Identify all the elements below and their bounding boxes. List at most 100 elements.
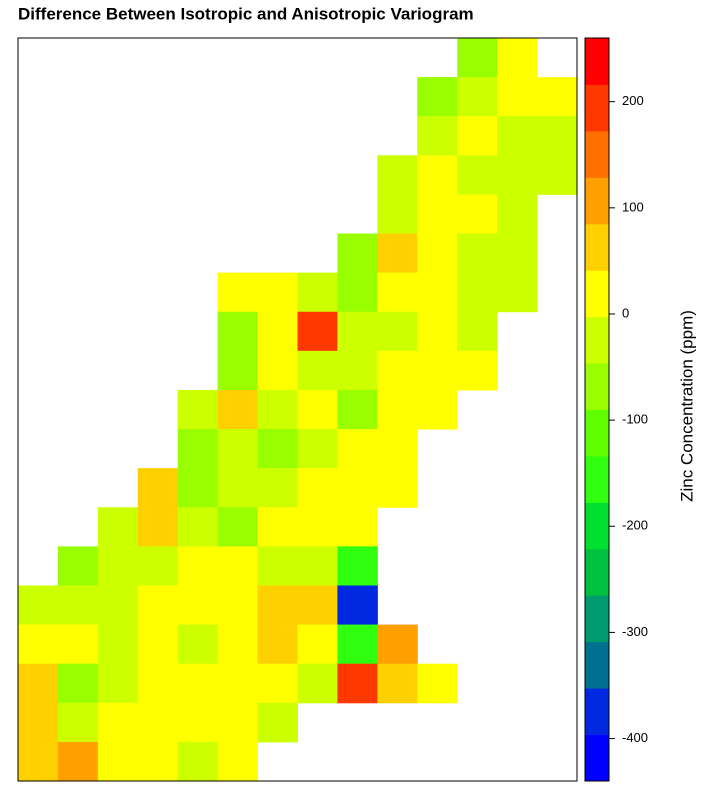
colorbar-label: Zinc Concentration (ppm) [677,310,696,502]
raster-cell [497,155,538,195]
colorbar-tick-label: -400 [622,730,648,745]
raster-cell [257,429,298,469]
raster-cell [257,311,298,352]
raster-cell [97,741,139,782]
raster-cell [337,429,378,469]
raster-cell [377,389,418,430]
raster-cell [497,38,538,78]
raster-cell [377,429,418,469]
colorbar-tick-label: -100 [622,412,648,427]
raster-cell [377,272,418,313]
raster-cell [457,194,498,235]
raster-cell [257,350,298,391]
raster-cell [337,350,378,391]
raster-cell [377,624,418,665]
colorbar-tick-label: 0 [622,305,629,320]
raster-cell [457,272,498,313]
raster-cell [377,194,418,235]
raster-cell [137,546,179,586]
raster-cell [377,468,418,508]
raster-cell [297,272,338,313]
raster-cell [377,233,418,274]
raster-cell [297,624,338,665]
raster-cell [377,155,418,195]
raster-cell [537,77,578,117]
raster-cell [217,468,259,508]
raster-cell [217,663,259,704]
raster-cell [377,350,418,391]
raster-cell [457,311,498,352]
raster-cell [337,585,378,626]
raster-cell [177,624,219,665]
raster-cell [417,77,458,117]
raster-cell [177,468,219,508]
raster-cell [217,585,259,626]
raster-cell [297,429,338,469]
raster-cell [417,272,458,313]
raster-cell [297,507,338,547]
colorbar-bin [585,734,609,782]
raster-cell [457,77,498,117]
raster-cell [417,194,458,235]
colorbar-bin [585,363,609,410]
raster-cell [57,663,99,704]
raster-cell [177,741,219,782]
raster-cell [297,546,338,586]
colorbar-bin [585,502,609,550]
raster-cell [497,77,538,117]
raster-cell [297,311,338,352]
raster-cell [497,233,538,274]
raster-cell [537,116,578,156]
plot-frame [17,37,578,782]
colorbar-tick-label: 100 [622,199,644,214]
raster-cell [417,116,458,156]
raster-cell [257,507,298,547]
raster-cell [57,546,99,586]
colorbar-bin [585,548,609,596]
raster-cell [177,702,219,743]
colorbar-bin [585,270,609,318]
raster-cell [537,155,578,195]
raster-cell [417,233,458,274]
raster-cell [417,350,458,391]
raster-cell [137,507,179,547]
raster-cell [97,585,139,626]
colorbar-tick-label: -300 [622,624,648,639]
raster-cell [297,468,338,508]
raster-cell [137,663,179,704]
raster-cell [137,624,179,665]
colorbar-bin [585,688,609,736]
raster-cell [217,389,259,430]
raster-cell [457,38,498,78]
raster-cell [217,311,259,352]
raster-cell [18,624,59,665]
raster-cell [217,507,259,547]
raster-cell [417,155,458,195]
raster-cell [337,507,378,547]
raster-cell [57,741,99,782]
colorbar-tick-label: 200 [622,93,644,108]
raster-cell [337,624,378,665]
raster-cell [457,350,498,391]
raster-cell [457,233,498,274]
raster-cell [137,741,179,782]
colorbar-bin [585,223,609,271]
raster-cell [417,389,458,430]
raster-cell [337,468,378,508]
raster-cell [457,155,498,195]
raster-cell [457,116,498,156]
raster-cell [97,546,139,586]
raster-cell [497,194,538,235]
raster-cell [297,663,338,704]
raster-cell [177,389,219,430]
raster-cell [217,741,259,782]
raster-cell [257,585,298,626]
raster-cell [57,585,99,626]
colorbar-frame [584,37,610,782]
raster-cell [217,429,259,469]
raster-cell [18,741,59,782]
raster-cell [417,663,458,704]
raster-cell [337,272,378,313]
raster-cell [337,546,378,586]
